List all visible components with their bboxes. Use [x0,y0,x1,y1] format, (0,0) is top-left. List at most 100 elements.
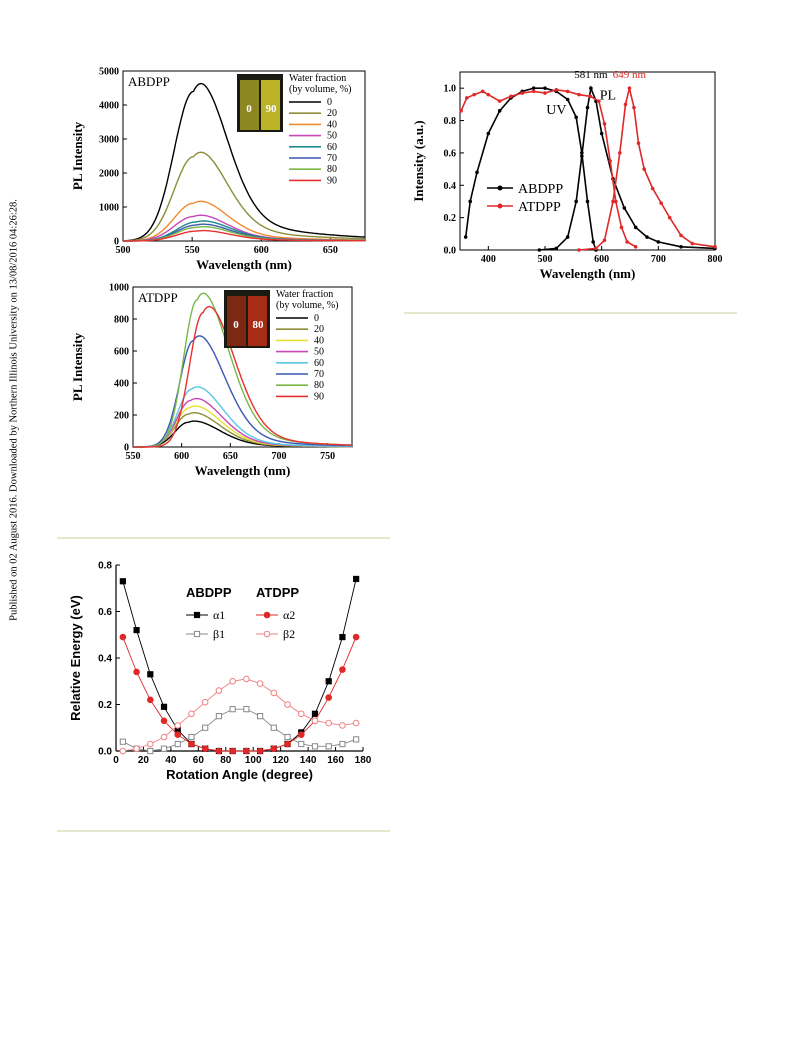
x-tick-label: 0 [113,755,119,766]
point-ATDPP-pl [594,246,598,251]
x-tick-label: 160 [327,755,344,766]
annotation: 581 nm [574,69,608,81]
marker-β2 [188,710,195,718]
marker-α2 [229,747,236,755]
marker-α1 [353,575,360,583]
legend-entry-90: 90 [327,175,337,186]
legend-title: (by volume, %) [289,84,352,95]
legend-entry-80: 80 [327,164,337,175]
y-tick-label: 400 [114,379,129,390]
point-ATDPP-pl [642,167,646,171]
marker-β2 [270,689,278,697]
x-tick-label: 550 [126,451,141,462]
legend-marker-β2 [263,630,271,638]
inset-label: 90 [266,103,278,115]
point-ABDPP-pl [554,246,559,251]
marker-β1 [256,713,264,720]
marker-β2 [284,701,291,708]
point-ATDPP-uv [520,91,525,95]
point-ABDPP-pl [574,199,578,204]
plot-frame [122,70,366,242]
point-ATDPP-uv [597,99,601,103]
marker-β1 [174,740,181,748]
marker-β1 [298,740,305,748]
legend-entry-ATDPP: ATDPP [518,200,561,215]
x-tick-label: 700 [272,451,287,462]
x-tick-label: 60 [193,755,205,766]
point-ABDPP-pl [645,235,649,239]
point-ATDPP-uv [625,240,629,244]
inset-vial-left [240,80,259,130]
x-tick-label: 600 [174,451,189,462]
point-ATDPP-uv [486,92,491,97]
point-ABDPP-pl [679,244,683,249]
x-tick-label: 100 [245,755,262,766]
y-tick-label: 4000 [99,101,119,112]
legend-entry-β2: β2 [283,627,295,641]
x-tick-label: 120 [272,755,289,766]
point-ATDPP-pl [690,241,695,246]
marker-β1 [325,743,332,750]
point-ATDPP-uv [509,94,513,99]
series-line-β1 [122,708,357,752]
marker-β1 [311,743,319,750]
point-ATDPP-pl [713,244,717,249]
marker-α1 [339,633,346,641]
legend-entry-20: 20 [327,108,337,119]
point-ABDPP-pl [585,105,590,110]
marker-β1 [147,747,154,755]
chart-uv-pl-spectra: 400 500 600 700 800 0.0 0.2 0.4 0.6 0.8 1.0 Wavelen… [411,69,723,281]
y-tick-label: 800 [114,315,129,326]
marker-β1 [215,713,223,720]
marker-β1 [188,733,195,741]
point-ABDPP-uv [463,235,468,239]
point-ABDPP-pl [537,248,542,252]
series-line-90 [133,305,352,448]
point-ATDPP-uv [565,89,570,94]
point-ATDPP-pl [577,248,581,252]
x-tick-label: 80 [220,755,232,766]
marker-α2 [160,717,168,725]
y-tick-label: 0.4 [444,181,457,192]
legend-marker-β1 [193,630,201,638]
point-ATDPP-uv [588,94,593,99]
point-ABDPP-uv [486,131,491,136]
legend-group-title: ABDPP [186,585,232,600]
marker-β2 [133,745,140,752]
point-ATDPP-pl [632,105,636,110]
point-ABDPP-uv [574,115,578,120]
point-ABDPP-uv [497,109,502,113]
legend-entry-70: 70 [314,369,324,380]
y-tick-label: 0 [124,443,129,454]
series-line-0 [122,82,366,242]
point-ATDPP-pl [623,102,628,107]
point-ATDPP-pl [627,86,632,90]
x-tick-label: 40 [165,755,177,766]
x-tick-label: 140 [300,755,317,766]
y-tick-label: 200 [114,411,129,422]
x-tick-label: 750 [320,451,335,462]
point-ATDPP-uv [531,89,536,94]
series-line-β2 [122,678,357,752]
legend-entry-90: 90 [314,391,324,402]
panel-label: ATDPP [138,290,178,305]
legend-entry-α2: α2 [283,608,295,622]
x-axis-label: Wavelength (nm) [196,257,292,272]
y-tick-label: 3000 [99,135,119,146]
series-line-60 [133,386,352,448]
x-tick-label: 550 [185,245,200,256]
y-tick-label: 5000 [99,67,119,78]
legend-marker-ABDPP [497,185,503,191]
x-tick-label: 650 [323,245,338,256]
annotation: PL [600,89,616,104]
legend-marker-α2 [263,611,271,619]
marker-β2 [352,719,360,727]
marker-α1 [311,710,319,717]
marker-β1 [339,740,346,748]
inset-vial-left [227,296,246,346]
point-ATDPP-pl [611,199,615,204]
marker-β2 [311,717,319,725]
point-ATDPP-pl [667,215,672,220]
point-ATDPP-uv [602,121,607,126]
legend-entry-40: 40 [327,119,337,130]
